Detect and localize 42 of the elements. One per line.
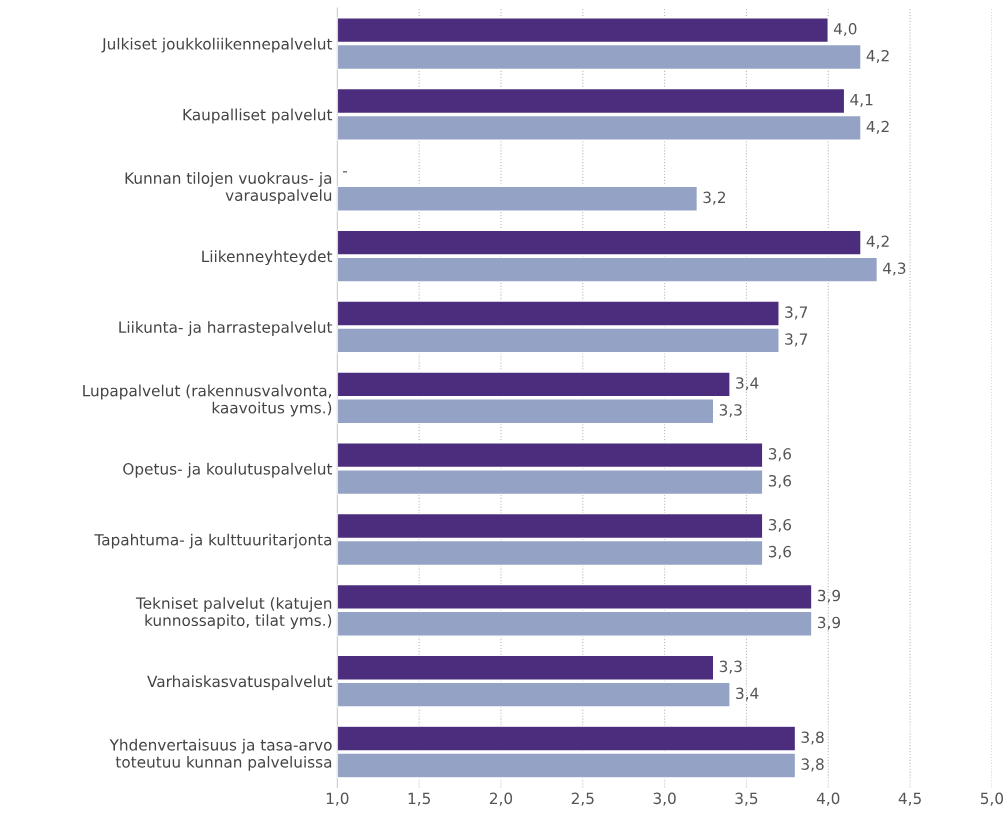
x-tick-label: 4,0: [816, 792, 840, 806]
data-label: 3,3: [719, 404, 742, 418]
data-label: 4,1: [850, 94, 873, 107]
data-label: 4,2: [866, 49, 889, 64]
y-tick-label: Yhdenvertaisuus ja tasa-arvo toteutuu kunnan palveluissa: [109, 738, 332, 771]
data-label: 3,8: [801, 731, 824, 745]
y-tick-label: Tekniset palvelut (katujen kunnossapito, tilat yms.): [135, 597, 332, 630]
y-tick-label: Liikunta- ja harrastepalvelut: [119, 321, 333, 336]
y-tick-label: Lupapalvelut (rakennusvalvonta, kaavoitus yms.): [83, 384, 332, 417]
data-label: 3,6: [768, 448, 792, 462]
data-label: 3,6: [768, 474, 792, 489]
y-tick-label: Varhaiskasvatuspalvelut: [147, 675, 333, 691]
x-tick-label: 4,5: [898, 792, 921, 806]
data-label: 4,0: [833, 23, 857, 37]
data-label: 3,2: [703, 191, 726, 205]
y-tick-label: Kaupalliset palvelut: [183, 108, 333, 124]
y-tick-label: Opetus- ja koulutuspalvelut: [123, 462, 333, 478]
x-tick-label: 5,0: [980, 792, 1004, 806]
x-tick-label: 1,5: [408, 792, 430, 806]
data-label: 3,4: [736, 687, 759, 701]
data-label: 3,7: [785, 333, 808, 347]
x-tick-label: 3,5: [735, 792, 758, 806]
text: -: [343, 171, 348, 173]
x-tick-label: 1,0: [326, 792, 349, 806]
data-label: 3,3: [719, 660, 742, 674]
data-label: 3,6: [768, 518, 792, 533]
data-label: 3,9: [817, 616, 841, 630]
x-tick-label: 2,5: [571, 792, 594, 806]
y-tick-label: Tapahtuma- ja kulttuuritarjonta: [94, 533, 332, 549]
x-tick-label: 2,0: [489, 792, 513, 806]
y-tick-label: Julkiset joukkoliikennepalvelut: [101, 37, 333, 53]
data-label: 3,8: [801, 758, 824, 772]
y-tick-label: Liikenneyhteydet: [202, 250, 333, 266]
x-tick-label: 3,0: [653, 792, 676, 806]
data-label: 4,2: [866, 235, 889, 249]
y-tick-label: Kunnan tilojen vuokraus- ja varauspalvelu: [125, 172, 332, 204]
data-label: 3,6: [768, 545, 792, 559]
data-label: 4,3: [883, 262, 906, 276]
data-label: 4,2: [866, 120, 889, 134]
data-label: 3,4: [736, 377, 759, 391]
data-label: 3,7: [785, 306, 808, 320]
data-label: 3,9: [817, 589, 841, 603]
